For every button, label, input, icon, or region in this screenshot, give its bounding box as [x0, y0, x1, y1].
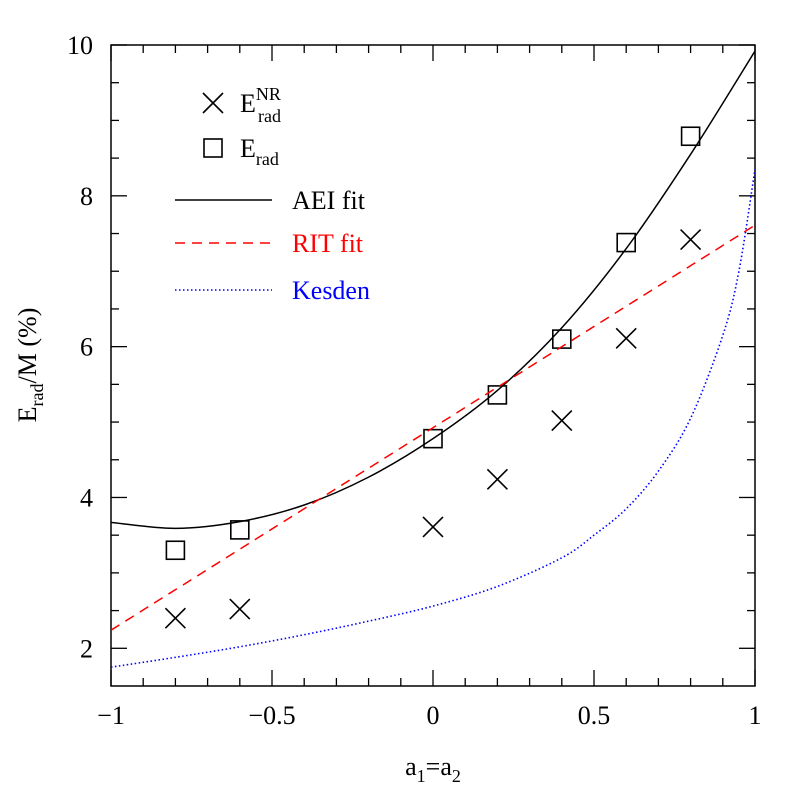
legend-label: AEI fit [292, 186, 366, 215]
x-tick-label: 0.5 [578, 701, 611, 730]
cross-marker [229, 598, 251, 620]
series-line [111, 169, 755, 668]
legend-label: Erad [240, 134, 279, 169]
y-label-part: E [13, 406, 42, 422]
legend-sub: rad [258, 106, 281, 126]
x-label-sub: 2 [452, 766, 461, 786]
legend-name: E [240, 134, 256, 163]
legend-label: ENR rad [240, 84, 281, 126]
y-tick-label: 2 [80, 634, 93, 663]
x-label-part: a [405, 752, 417, 781]
square-marker [165, 540, 186, 561]
x-label-part: =a [426, 752, 453, 781]
square-marker [423, 428, 443, 449]
y-tick-label: 6 [80, 333, 93, 362]
legend-label: RIT fit [292, 229, 364, 258]
cross-marker [615, 327, 637, 349]
legend-label: Kesden [292, 276, 370, 305]
legend-sup: NR [256, 84, 281, 104]
square-marker [487, 385, 508, 405]
series-line [111, 50, 755, 530]
cross-marker [551, 409, 573, 432]
square-marker [230, 520, 250, 540]
y-label-sub: rad [27, 383, 47, 406]
legend-name: RIT fit [292, 229, 364, 258]
y-label-part: /M (%) [13, 308, 42, 384]
legend-name: AEI fit [292, 186, 366, 215]
y-tick-label: 8 [80, 182, 93, 211]
series-line [111, 224, 755, 631]
cross-marker [680, 228, 702, 251]
y-tick-label: 10 [67, 31, 93, 60]
x-axis-label: a1=a2 [405, 752, 461, 786]
legend-sub: rad [256, 149, 279, 169]
cross-marker [422, 516, 444, 538]
x-tick-label: 1 [749, 701, 762, 730]
plot-frame [110, 44, 756, 687]
legend-name: Kesden [292, 276, 370, 305]
square-marker [680, 126, 701, 147]
x-tick-label: −1 [97, 701, 125, 730]
cross-marker [164, 607, 186, 629]
legend-marker [203, 138, 223, 158]
y-axis-label: Erad/M (%) [13, 308, 47, 423]
legend-name: E [240, 89, 256, 118]
x-tick-label: 0 [427, 701, 440, 730]
x-label-sub: 1 [417, 766, 426, 786]
legend-marker [202, 92, 224, 114]
x-tick-label: −0.5 [248, 701, 295, 730]
y-tick-label: 4 [80, 483, 93, 512]
square-marker [551, 329, 572, 349]
square-marker [616, 232, 637, 253]
cross-marker [486, 468, 508, 490]
